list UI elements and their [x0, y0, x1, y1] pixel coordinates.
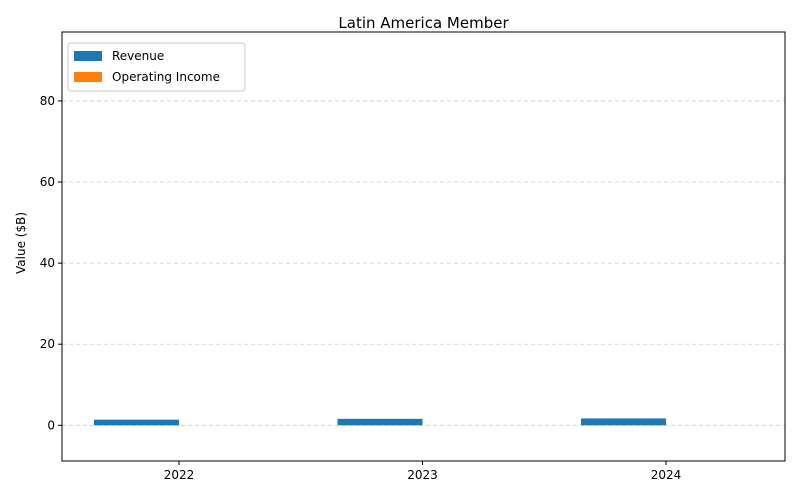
bar-revenue [338, 419, 423, 425]
y-axis-label: Value ($B) [14, 212, 28, 274]
y-tick-label: 40 [40, 256, 55, 270]
legend-swatch [74, 51, 102, 61]
legend-label: Revenue [112, 49, 164, 63]
legend-swatch [74, 72, 102, 82]
y-tick-label: 80 [40, 94, 55, 108]
y-tick-label: 60 [40, 175, 55, 189]
y-tick-label: 20 [40, 337, 55, 351]
legend-label: Operating Income [112, 70, 220, 84]
x-tick-label: 2023 [407, 468, 438, 482]
grid-layer [62, 101, 785, 425]
y-tick-label: 0 [47, 418, 55, 432]
x-tick-label: 2022 [164, 468, 195, 482]
x-tick-label: 2024 [651, 468, 682, 482]
plot-frame [62, 32, 785, 461]
bars-layer [94, 418, 751, 425]
bar-revenue [581, 418, 666, 425]
chart-title: Latin America Member [338, 14, 509, 32]
bar-revenue [94, 420, 179, 426]
legend: Revenue Operating Income [68, 43, 245, 91]
